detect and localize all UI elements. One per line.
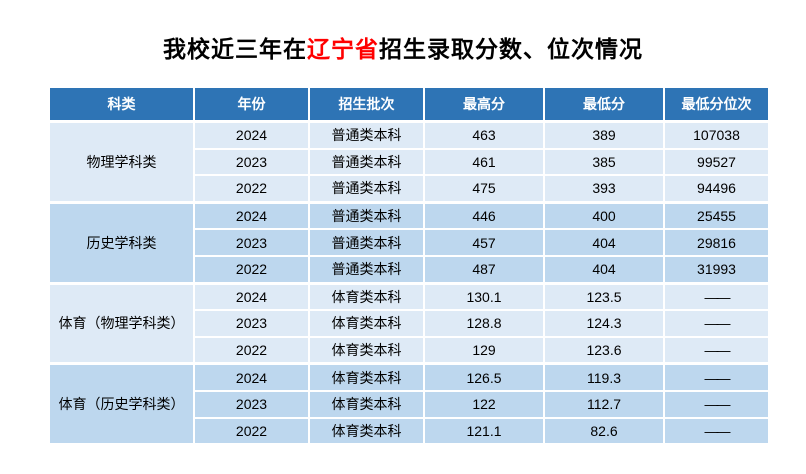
header-min-score: 最低分 (545, 88, 663, 120)
max-score-cell: 121.1 (425, 418, 543, 444)
min-score-cell: 123.6 (545, 337, 663, 363)
min-score-cell: 385 (545, 149, 663, 175)
max-score-cell: 457 (425, 230, 543, 255)
table-group-physics: 物理学科类 2024 普通类本科 463 389 107038 2023 普通类… (50, 123, 768, 201)
batch-cell: 普通类本科 (310, 230, 423, 255)
page-title: 我校近三年在辽宁省招生录取分数、位次情况 (0, 0, 806, 64)
max-score-cell: 461 (425, 149, 543, 175)
max-score-cell: 126.5 (425, 365, 543, 390)
batch-cell: 普通类本科 (310, 203, 423, 229)
year-cell: 2024 (195, 284, 308, 310)
min-score-cell: 82.6 (545, 418, 663, 444)
category-cell: 物理学科类 (50, 123, 193, 201)
header-max-score: 最高分 (425, 88, 543, 120)
category-cell: 历史学科类 (50, 203, 193, 282)
year-cell: 2024 (195, 203, 308, 229)
batch-cell: 普通类本科 (310, 149, 423, 175)
table-group-history: 历史学科类 2024 普通类本科 446 400 25455 2023 普通类本… (50, 203, 768, 282)
year-cell: 2022 (195, 176, 308, 201)
batch-cell: 普通类本科 (310, 123, 423, 148)
year-cell: 2023 (195, 230, 308, 255)
batch-cell: 体育类本科 (310, 391, 423, 417)
year-cell: 2022 (195, 256, 308, 282)
year-cell: 2024 (195, 365, 308, 390)
batch-cell: 体育类本科 (310, 418, 423, 444)
year-cell: 2023 (195, 311, 308, 336)
table-header-row: 科类 年份 招生批次 最高分 最低分 最低分位次 (50, 88, 768, 120)
min-score-cell: 389 (545, 123, 663, 148)
min-score-cell: 400 (545, 203, 663, 229)
year-cell: 2024 (195, 123, 308, 148)
year-cell: 2023 (195, 149, 308, 175)
max-score-cell: 475 (425, 176, 543, 201)
min-score-cell: 404 (545, 256, 663, 282)
max-score-cell: 487 (425, 256, 543, 282)
max-score-cell: 128.8 (425, 311, 543, 336)
year-cell: 2022 (195, 418, 308, 444)
title-prefix: 我校近三年在 (163, 36, 307, 62)
min-score-cell: 119.3 (545, 365, 663, 390)
year-cell: 2023 (195, 391, 308, 417)
max-score-cell: 446 (425, 203, 543, 229)
batch-cell: 普通类本科 (310, 256, 423, 282)
batch-cell: 体育类本科 (310, 284, 423, 310)
min-score-cell: 123.5 (545, 284, 663, 310)
min-rank-cell: 107038 (665, 123, 768, 148)
min-rank-cell: —— (665, 311, 768, 336)
max-score-cell: 463 (425, 123, 543, 148)
min-rank-cell: 25455 (665, 203, 768, 229)
min-score-cell: 124.3 (545, 311, 663, 336)
year-cell: 2022 (195, 337, 308, 363)
header-min-rank: 最低分位次 (665, 88, 768, 120)
batch-cell: 普通类本科 (310, 176, 423, 201)
min-rank-cell: 31993 (665, 256, 768, 282)
max-score-cell: 130.1 (425, 284, 543, 310)
min-rank-cell: 99527 (665, 149, 768, 175)
min-rank-cell: 94496 (665, 176, 768, 201)
table-group-pe-history: 体育（历史学科类） 2024 体育类本科 126.5 119.3 —— 2023… (50, 365, 768, 444)
batch-cell: 体育类本科 (310, 311, 423, 336)
max-score-cell: 129 (425, 337, 543, 363)
max-score-cell: 122 (425, 391, 543, 417)
table-group-pe-physics: 体育（物理学科类） 2024 体育类本科 130.1 123.5 —— 2023… (50, 284, 768, 363)
category-cell: 体育（物理学科类） (50, 284, 193, 363)
admission-score-table: 科类 年份 招生批次 最高分 最低分 最低分位次 物理学科类 2024 普通类本… (50, 88, 768, 444)
min-rank-cell: 29816 (665, 230, 768, 255)
title-province-highlight: 辽宁省 (307, 36, 379, 62)
min-score-cell: 112.7 (545, 391, 663, 417)
batch-cell: 体育类本科 (310, 365, 423, 390)
min-rank-cell: —— (665, 365, 768, 390)
min-rank-cell: —— (665, 391, 768, 417)
header-category: 科类 (50, 88, 193, 120)
min-rank-cell: —— (665, 284, 768, 310)
header-batch: 招生批次 (310, 88, 423, 120)
header-year: 年份 (195, 88, 308, 120)
batch-cell: 体育类本科 (310, 337, 423, 363)
title-suffix: 招生录取分数、位次情况 (379, 36, 643, 62)
min-score-cell: 393 (545, 176, 663, 201)
min-rank-cell: —— (665, 418, 768, 444)
min-score-cell: 404 (545, 230, 663, 255)
category-cell: 体育（历史学科类） (50, 365, 193, 444)
min-rank-cell: —— (665, 337, 768, 363)
